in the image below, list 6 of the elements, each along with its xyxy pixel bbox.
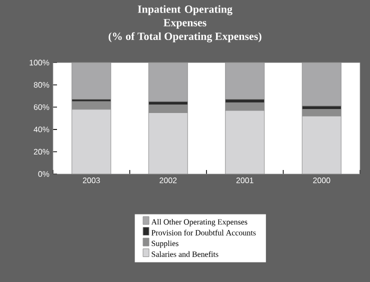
chart-subtitle: (% of Total Operating Expenses): [108, 32, 262, 42]
bar: [148, 62, 188, 102]
bar: [72, 62, 112, 100]
bar: [225, 62, 265, 100]
chart-title: Inpatient Operating Expenses: [138, 5, 232, 29]
bar: [302, 62, 342, 106]
